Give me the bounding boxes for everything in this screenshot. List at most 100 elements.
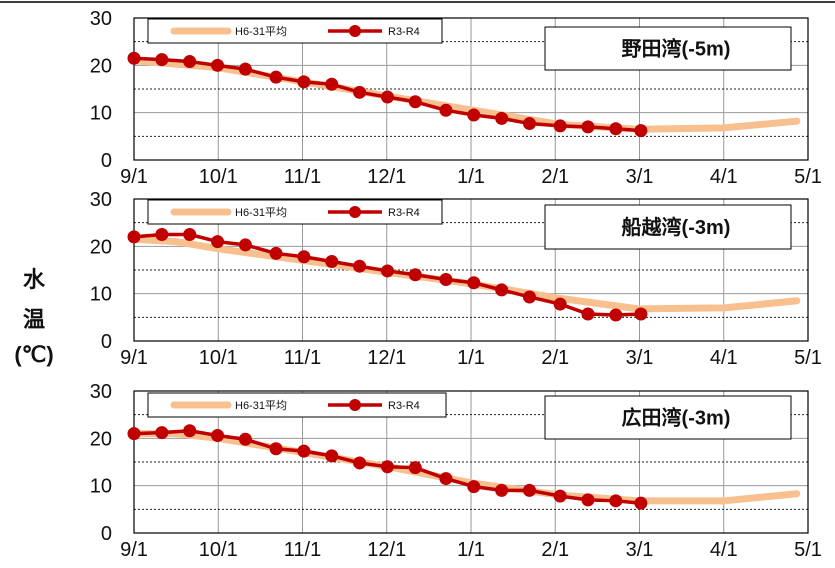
y-axis-label-char-2: 温	[22, 307, 45, 332]
data-point	[380, 90, 394, 104]
legend-label-recent: R3-R4	[388, 207, 420, 219]
y-tick-label: 20	[90, 55, 112, 77]
data-point	[439, 103, 453, 117]
data-point	[495, 111, 509, 125]
y-axis-label-char-1: 水	[22, 267, 45, 292]
data-point	[553, 297, 567, 311]
y-axis-label-unit: (℃)	[14, 342, 54, 367]
data-point	[553, 489, 567, 503]
x-tick-label: 11/1	[284, 347, 321, 369]
x-tick-label: 10/1	[199, 539, 238, 561]
data-point	[495, 283, 509, 297]
x-tick-label: 1/1	[457, 539, 485, 561]
x-tick-label: 5/1	[794, 539, 822, 561]
title-box	[544, 395, 792, 440]
data-point	[238, 62, 252, 76]
data-point	[325, 77, 339, 91]
data-point	[634, 124, 648, 138]
plot-frame	[133, 390, 809, 534]
x-tick-label: 4/1	[710, 539, 738, 561]
y-tick-label: 10	[90, 284, 112, 306]
data-point	[439, 472, 453, 486]
y-tick-label: 30	[90, 381, 112, 403]
data-point	[581, 120, 595, 134]
x-tick-label: 3/1	[626, 539, 654, 561]
data-point	[581, 493, 595, 507]
x-tick-label: 10/1	[199, 166, 238, 188]
title-box	[544, 26, 792, 71]
x-tick-label: 5/1	[794, 347, 822, 369]
data-point	[183, 55, 197, 69]
data-point	[522, 483, 536, 497]
series-line-avg	[130, 57, 801, 133]
x-tick-label: 12/1	[367, 347, 406, 369]
data-point	[408, 461, 422, 475]
title-box	[544, 204, 792, 250]
data-point	[353, 456, 367, 470]
data-point	[297, 75, 311, 89]
data-point	[467, 480, 481, 494]
data-point	[211, 235, 225, 249]
data-point	[609, 494, 623, 508]
data-point	[634, 496, 648, 510]
data-point	[325, 449, 339, 463]
y-tick-label: 10	[90, 476, 112, 498]
x-tick-label: 2/1	[541, 166, 569, 188]
data-point	[325, 254, 339, 268]
series-line-avg	[130, 235, 801, 313]
data-point	[183, 424, 197, 438]
data-point	[353, 85, 367, 99]
legend-label-recent: R3-R4	[388, 26, 420, 38]
y-tick-label: 20	[90, 428, 112, 450]
data-point	[238, 238, 252, 252]
data-point	[609, 308, 623, 322]
x-tick-label: 2/1	[541, 539, 569, 561]
x-tick-label: 9/1	[120, 347, 148, 369]
x-tick-label: 11/1	[284, 166, 321, 188]
chart-panel-1: 0 10 20 30 9/1 10/1 11/1 12/1 1/1 2/1 3/1 4/1 5/1 H6-…	[90, 8, 822, 188]
x-tick-label: 12/1	[367, 539, 406, 561]
chart-panel-2: 0 10 20 30 9/1 10/1 11/1 12/1 1/1 2/1 3/1 4/1 5/1 H6-…	[90, 189, 822, 369]
data-point	[581, 307, 595, 321]
data-point	[553, 119, 567, 133]
data-point	[609, 122, 623, 136]
data-point	[522, 290, 536, 304]
legend-label-recent: R3-R4	[388, 400, 420, 412]
data-point	[155, 53, 169, 67]
x-tick-label: 11/1	[284, 539, 321, 561]
legend-marker-recent	[349, 25, 361, 37]
legend-label-avg: H6-31平均	[235, 25, 287, 38]
x-tick-label: 12/1	[367, 166, 406, 188]
data-point	[522, 117, 536, 131]
data-point	[269, 442, 283, 456]
data-point	[155, 228, 169, 241]
y-tick-label: 30	[90, 189, 112, 211]
data-point	[408, 268, 422, 282]
y-tick-label: 0	[101, 331, 112, 353]
y-tick-label: 20	[90, 236, 112, 258]
x-tick-label: 9/1	[120, 539, 148, 561]
data-point	[211, 428, 225, 442]
data-point	[467, 276, 481, 290]
data-point	[297, 444, 311, 458]
data-point	[634, 307, 648, 321]
x-tick-label: 1/1	[457, 347, 485, 369]
chart-panel-3: 0 10 20 30 9/1 10/1 11/1 12/1 1/1 2/1 3/1 4/1 5/1 H6-…	[90, 381, 822, 561]
x-tick-label: 4/1	[710, 166, 738, 188]
data-point	[155, 426, 169, 440]
x-tick-label: 10/1	[199, 347, 238, 369]
chart-title: 広田湾(-3m)	[622, 406, 731, 430]
data-point	[439, 272, 453, 286]
x-tick-label: 1/1	[457, 166, 485, 188]
x-tick-label: 3/1	[626, 166, 654, 188]
chart-title: 船越湾(-3m)	[622, 215, 731, 239]
data-point	[183, 228, 197, 241]
legend-label-avg: H6-31平均	[235, 206, 287, 219]
data-point	[408, 95, 422, 109]
data-point	[269, 70, 283, 84]
data-point	[380, 264, 394, 278]
data-point	[211, 58, 225, 72]
data-point	[353, 259, 367, 273]
data-point	[238, 432, 252, 446]
